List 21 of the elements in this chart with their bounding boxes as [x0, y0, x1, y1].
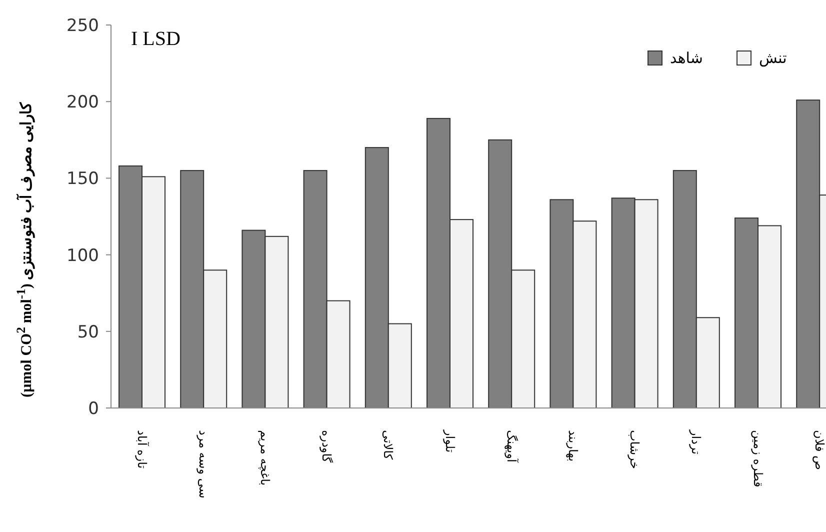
x-tick-label: آویهنگ	[504, 430, 520, 464]
x-tick-label: قطره زمین	[750, 430, 765, 488]
x-tick-label: باغچه مریم	[258, 430, 272, 486]
annotation: I LSD	[131, 28, 180, 50]
y-tick-label: 250	[66, 16, 99, 36]
x-tick-label: تازه آباد	[134, 430, 150, 469]
y-tick-label: 150	[66, 169, 99, 190]
x-tick-label: خرشاب	[628, 430, 642, 470]
x-tick-label: تلوار	[442, 429, 457, 453]
x-tick-label: ص فلان	[812, 430, 826, 470]
x-tick-label: تردار	[689, 429, 704, 454]
y-tick-label: 100	[66, 246, 99, 266]
y-tick-label: 50	[77, 322, 99, 342]
legend-label: تنش	[759, 49, 787, 67]
x-tick-label: گاودره	[320, 430, 334, 463]
legend-label: شاهد	[670, 49, 703, 67]
x-tick-label: کالاتی	[381, 430, 396, 460]
x-tick-label: سی وسه مرد	[196, 430, 210, 498]
y-tick-label: 200	[66, 92, 99, 113]
y-tick-label: 0	[88, 398, 99, 419]
x-tick-label: بهاربند	[566, 430, 580, 462]
